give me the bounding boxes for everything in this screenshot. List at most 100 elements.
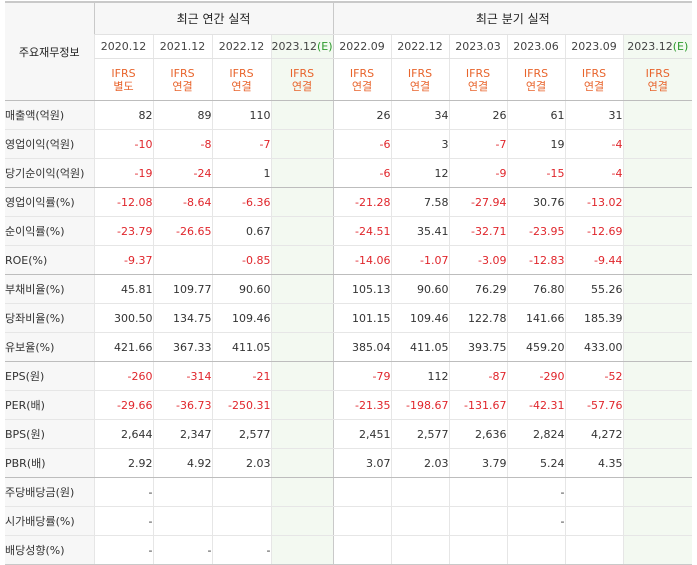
table-cell: -87 — [448, 361, 507, 391]
quarterly-header: 최근 분기 실적 — [332, 1, 693, 35]
table-cell: 31 — [564, 100, 623, 130]
table-cell: 3.07 — [332, 448, 391, 478]
table-cell: 411.05 — [390, 332, 449, 362]
row-label: 시가배당률(%) — [5, 506, 94, 536]
accounting-standard: IFRS 연결 — [152, 58, 212, 101]
table-cell — [622, 361, 693, 391]
table-cell: 109.77 — [152, 274, 212, 304]
row-label: BPS(원) — [5, 419, 94, 449]
table-cell: 411.05 — [211, 332, 271, 362]
annual-header: 최근 연간 실적 — [93, 1, 333, 35]
period-header[interactable]: 2023.03 — [448, 34, 507, 59]
table-cell — [622, 303, 693, 333]
table-cell — [270, 332, 333, 362]
table-cell: -24 — [152, 158, 212, 188]
table-cell: -23.95 — [506, 216, 565, 246]
table-cell: 134.75 — [152, 303, 212, 333]
table-cell: 433.00 — [564, 332, 623, 362]
period-header[interactable]: 2023.09 — [564, 34, 623, 59]
accounting-standard: IFRS 연결 — [332, 58, 391, 101]
table-cell — [622, 535, 693, 565]
table-cell: -21.28 — [332, 187, 391, 217]
row-label: 배당성향(%) — [5, 535, 94, 565]
table-cell — [270, 245, 333, 275]
period-header[interactable]: 2022.12 — [211, 34, 271, 59]
consolidation-label: 연결 — [231, 79, 252, 93]
table-cell — [270, 506, 333, 536]
table-cell: -12.08 — [93, 187, 153, 217]
table-cell: -12.83 — [506, 245, 565, 275]
table-cell — [622, 158, 693, 188]
table-cell — [270, 274, 333, 304]
table-cell: 82 — [93, 100, 153, 130]
table-cell: 2,644 — [93, 419, 153, 449]
table-cell: 2,451 — [332, 419, 391, 449]
table-cell — [622, 274, 693, 304]
table-cell: 2,347 — [152, 419, 212, 449]
row-label-header: 주요재무정보 — [5, 1, 94, 101]
table-cell: 393.75 — [448, 332, 507, 362]
table-cell: 76.80 — [506, 274, 565, 304]
table-cell: -29.66 — [93, 390, 153, 420]
table-cell — [622, 187, 693, 217]
period-header[interactable]: 2022.12 — [390, 34, 449, 59]
period-header[interactable]: 2022.09 — [332, 34, 391, 59]
table-cell — [622, 419, 693, 449]
table-cell — [622, 390, 693, 420]
table-cell: 105.13 — [332, 274, 391, 304]
table-row: EPS(원) -260 -314 -21 -79 112 -87 -290 -52 — [5, 361, 693, 391]
table-cell: - — [93, 535, 153, 565]
table-cell — [270, 477, 333, 507]
row-label: PER(배) — [5, 390, 94, 420]
table-cell: -12.69 — [564, 216, 623, 246]
consolidation-label: 연결 — [583, 79, 605, 93]
table-cell — [270, 187, 333, 217]
consolidation-label: 연결 — [525, 79, 547, 93]
row-label: 유보율(%) — [5, 332, 94, 362]
table-row: 주당배당금(원) - - — [5, 477, 693, 507]
period-label: 2020.12 — [100, 40, 147, 53]
table-cell — [270, 129, 333, 159]
standard-label: IFRS — [645, 66, 670, 80]
table-cell: -27.94 — [448, 187, 507, 217]
row-label: 주당배당금(원) — [5, 477, 94, 507]
table-cell: -8.64 — [152, 187, 212, 217]
table-cell: 2.03 — [211, 448, 271, 478]
consolidation-label: 연결 — [467, 79, 489, 93]
table-cell: 89 — [152, 100, 212, 130]
table-cell: -0.85 — [211, 245, 271, 275]
period-header[interactable]: 2023.06 — [506, 34, 565, 59]
table-cell: - — [93, 477, 153, 507]
period-header[interactable]: 2023.12(E) — [270, 34, 333, 59]
period-label: 2022.09 — [339, 40, 385, 53]
table-cell — [270, 448, 333, 478]
table-cell: 76.29 — [448, 274, 507, 304]
accounting-standard: IFRS 연결 — [506, 58, 565, 101]
row-label: 부채비율(%) — [5, 274, 94, 304]
table-cell: 4,272 — [564, 419, 623, 449]
period-header[interactable]: 2020.12 — [93, 34, 153, 59]
table-cell: 110 — [211, 100, 271, 130]
period-header-row: 2020.12 2021.12 2022.12 2023.12(E) 2022.09 20… — [5, 34, 693, 59]
standard-label: IFRS — [465, 66, 491, 80]
table-row: 배당성향(%) - - - — [5, 535, 693, 565]
table-cell: 30.76 — [506, 187, 565, 217]
row-label: 영업이익률(%) — [5, 187, 94, 217]
table-cell — [622, 100, 693, 130]
table-cell: 34 — [390, 100, 449, 130]
consolidation-label: 별도 — [113, 79, 134, 93]
table-cell: 2,636 — [448, 419, 507, 449]
period-header[interactable]: 2021.12 — [152, 34, 212, 59]
standard-label: IFRS — [111, 66, 136, 80]
table-cell: -14.06 — [332, 245, 391, 275]
table-cell: - — [152, 535, 212, 565]
table-cell: 1 — [211, 158, 271, 188]
table-row: 유보율(%) 421.66 367.33 411.05 385.04 411.05 393.… — [5, 332, 693, 362]
table-cell — [622, 448, 693, 478]
table-cell — [270, 216, 333, 246]
period-header[interactable]: 2023.12(E) — [622, 34, 693, 59]
table-cell: 12 — [390, 158, 449, 188]
table-cell: 7.58 — [390, 187, 449, 217]
table-cell — [622, 332, 693, 362]
table-cell: -314 — [152, 361, 212, 391]
